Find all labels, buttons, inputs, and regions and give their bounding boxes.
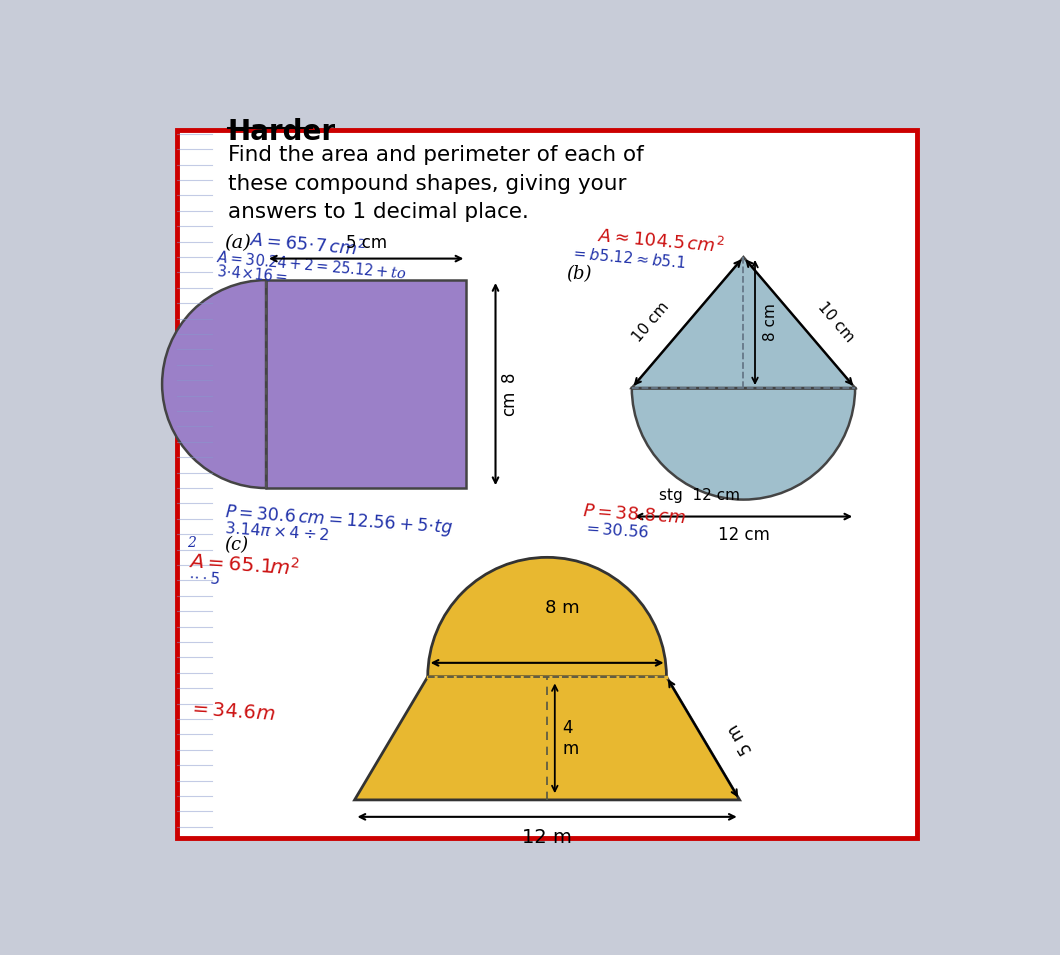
Polygon shape <box>355 677 740 800</box>
Text: answers to 1 decimal place.: answers to 1 decimal place. <box>228 202 529 223</box>
Text: 8 cm: 8 cm <box>763 304 778 342</box>
Text: 12 m: 12 m <box>523 828 572 847</box>
Text: $A = 65.1\!m^2$: $A = 65.1\!m^2$ <box>188 550 300 580</box>
Text: $= 34.6m$: $= 34.6m$ <box>188 700 276 724</box>
Text: Find the area and perimeter of each of: Find the area and perimeter of each of <box>228 145 643 165</box>
Text: 4
m: 4 m <box>563 719 579 757</box>
Text: 12 cm: 12 cm <box>718 526 770 543</box>
Text: (c): (c) <box>224 536 248 554</box>
Text: $= 30.56$: $= 30.56$ <box>582 520 649 542</box>
Text: stg  12 cm: stg 12 cm <box>658 488 740 503</box>
Text: cm: cm <box>500 391 518 416</box>
Text: $\cdot\!\cdot\!\cdot 5$: $\cdot\!\cdot\!\cdot 5$ <box>188 569 220 587</box>
Text: $3\!\cdot\!4\!\times\!16 = $: $3\!\cdot\!4\!\times\!16 = $ <box>216 264 288 286</box>
Text: these compound shapes, giving your: these compound shapes, giving your <box>228 174 626 194</box>
Text: 2: 2 <box>187 536 196 550</box>
Text: $= b5.12 \approx b5.1$: $= b5.12 \approx b5.1$ <box>570 245 687 271</box>
Text: (a): (a) <box>224 234 250 252</box>
Text: Harder: Harder <box>228 118 336 146</box>
Text: 10 cm: 10 cm <box>631 300 672 346</box>
Wedge shape <box>428 558 667 677</box>
Text: 5 cm: 5 cm <box>346 234 387 252</box>
Text: $P = 38.8\,cm$: $P = 38.8\,cm$ <box>582 502 687 527</box>
Text: 10 cm: 10 cm <box>814 300 856 346</box>
Text: 5 m: 5 m <box>725 720 757 756</box>
Text: $3.14\pi \times 4 \div 2$: $3.14\pi \times 4 \div 2$ <box>224 520 330 544</box>
Text: 8: 8 <box>500 371 518 382</box>
Text: $A = 65\!\cdot\!7\,cm^2$: $A = 65\!\cdot\!7\,cm^2$ <box>249 230 367 261</box>
Text: $A \approx 104.5\,cm^2$: $A \approx 104.5\,cm^2$ <box>597 226 725 257</box>
Wedge shape <box>162 280 266 488</box>
Bar <box>266 280 466 488</box>
Text: $A = 30.24 + 2 = 25.12 +$to: $A = 30.24 + 2 = 25.12 +$to <box>216 249 408 282</box>
Polygon shape <box>632 257 855 388</box>
Text: $P = 30.6\,cm = 12.56 + 5\!\cdot\!tg$: $P = 30.6\,cm = 12.56 + 5\!\cdot\!tg$ <box>224 502 454 539</box>
Text: (b): (b) <box>566 265 591 283</box>
Wedge shape <box>632 388 855 499</box>
Text: 8 m: 8 m <box>545 599 580 617</box>
